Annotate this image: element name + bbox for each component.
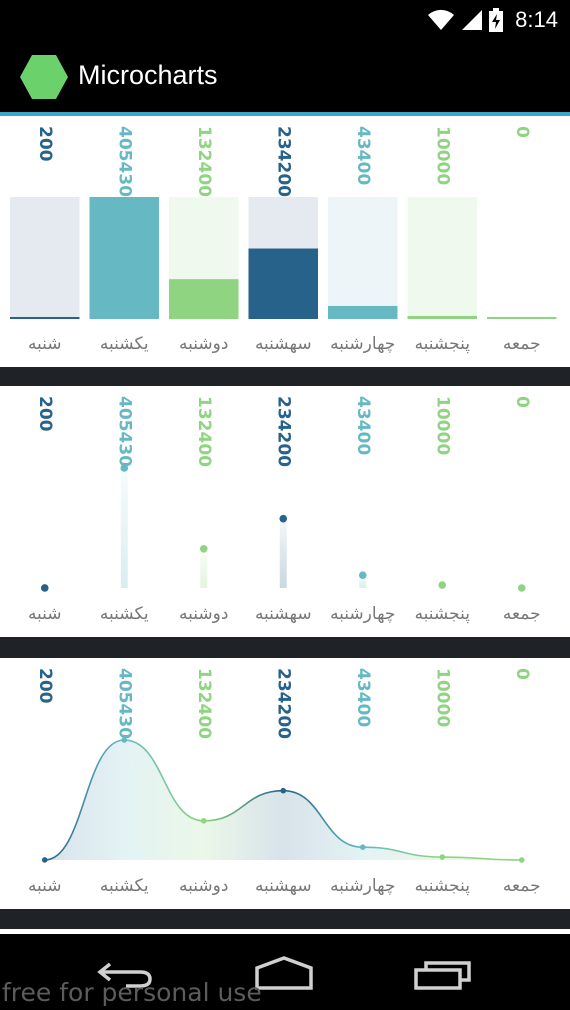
bar-6 [487,317,557,319]
area-point-0 [41,857,48,863]
value-label-1-1: 405430 [114,396,134,467]
area-point-3 [280,787,287,794]
value-label-2-5: 10000 [432,668,452,727]
point-chart-card: 200 405430 132400 234200 43400 10000 0 شنبه یکشن… [0,386,570,637]
app-logo-icon [20,55,68,99]
category-label-2-4: چهارشنبه [330,876,395,896]
value-label-0-5: 10000 [432,126,452,185]
area-chart-card: 200 405430 132400 234200 43400 10000 0 شنبه یکشن… [0,658,570,909]
point-1 [120,464,129,472]
area-point-2 [200,818,207,824]
bar-background-0 [10,197,80,319]
value-label-2-4: 43400 [353,668,373,727]
category-label-2-2: دوشنبه [179,876,228,896]
status-icons: 8:14 [427,0,558,40]
battery-charging-icon [489,8,504,32]
point-stem-3 [279,518,287,588]
area-chart: 200 405430 132400 234200 43400 10000 0 شنبه یکشن… [28,668,541,896]
bar-background-5 [407,197,477,319]
category-label-2-0: شنبه [28,876,62,896]
value-label-1-3: 234200 [273,396,293,467]
bar-chart: 200 405430 132400 234200 43400 10000 0 شنبه یکشن… [10,126,557,354]
value-label-1-4: 43400 [353,396,373,455]
category-label-2-1: یکشنبه [100,876,149,896]
status-time: 8:14 [515,7,558,32]
category-label-2-5: پنجشنبه [415,876,471,896]
status-bar: 8:14 [0,0,570,40]
home-button[interactable] [254,956,314,990]
value-label-2-2: 132400 [194,668,214,739]
bar-2 [169,279,239,319]
value-label-0-0: 200 [35,126,55,162]
bar-3 [248,248,318,319]
navigation-bar [0,934,570,1010]
value-label-2-3: 234200 [273,668,293,739]
point-0 [40,584,49,592]
value-label-1-0: 200 [35,396,55,432]
value-label-1-6: 0 [512,396,532,408]
point-5 [438,581,447,589]
value-label-2-0: 200 [35,668,55,704]
bar-5 [407,315,477,319]
value-label-0-6: 0 [512,126,532,138]
action-bar-accent-line [0,112,570,116]
bar-4 [328,305,398,319]
value-label-2-1: 405430 [114,668,134,739]
area-point-6 [518,857,525,863]
point-stem-2 [200,548,208,588]
category-label-1-0: شنبه [28,604,62,624]
back-button[interactable] [96,960,156,990]
category-label-0-2: دوشنبه [179,334,228,354]
area-point-4 [359,844,366,850]
value-label-0-3: 234200 [273,126,293,197]
point-3 [279,514,288,523]
value-label-0-1: 405430 [114,126,134,197]
point-4 [358,571,367,579]
wifi-icon [428,9,455,30]
category-label-1-3: سهشنبه [255,604,312,624]
category-label-1-4: چهارشنبه [330,604,395,624]
bar-0 [10,317,80,319]
bar-background-4 [328,197,398,319]
category-label-1-6: جمعه [503,604,541,624]
category-label-0-4: چهارشنبه [330,334,395,354]
point-stem-1 [120,468,128,588]
value-label-2-6: 0 [512,668,532,680]
card-divider [0,929,570,934]
value-label-1-2: 132400 [194,396,214,467]
value-label-0-2: 132400 [194,126,214,197]
action-bar: Microcharts [0,40,570,112]
bar-1 [89,197,159,319]
point-6 [517,584,526,592]
category-label-0-1: یکشنبه [100,334,149,354]
area-point-5 [439,854,446,860]
value-label-1-5: 10000 [432,396,452,455]
point-stem-4 [359,575,367,588]
area-fill [44,740,522,860]
category-label-2-6: جمعه [503,876,541,896]
point-2 [199,545,208,553]
category-label-0-3: سهشنبه [255,334,312,354]
watermark: free for personal use [2,978,262,1007]
category-label-1-2: دوشنبه [179,604,228,624]
category-label-0-5: پنجشنبه [415,334,471,354]
category-label-1-1: یکشنبه [100,604,149,624]
category-label-2-3: سهشنبه [255,876,312,896]
recent-apps-button[interactable] [414,960,472,990]
category-label-0-6: جمعه [503,334,541,354]
category-label-1-5: پنجشنبه [415,604,471,624]
signal-icon [462,10,483,30]
category-label-0-0: شنبه [28,334,62,354]
value-label-0-4: 43400 [353,126,373,185]
point-chart: 200 405430 132400 234200 43400 10000 0 شنبه یکشن… [28,396,541,624]
area-point-1 [121,737,128,743]
app-title: Microcharts [78,60,218,90]
bar-chart-card: 200 405430 132400 234200 43400 10000 0 شنبه یکشن… [0,116,570,367]
area-line [44,739,522,861]
